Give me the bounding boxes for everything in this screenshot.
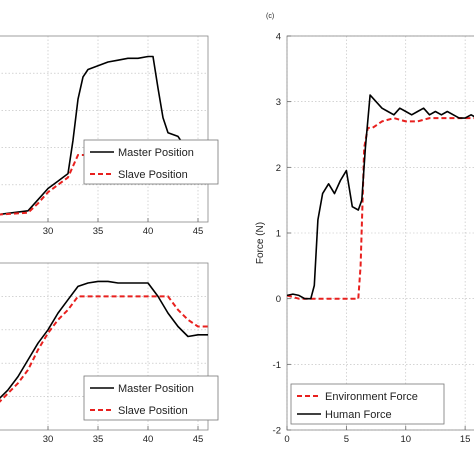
y-tick-label: 2 <box>276 163 281 174</box>
x-tick-label: 30 <box>43 226 54 237</box>
x-tick-label: 40 <box>143 434 154 445</box>
series-line-master-position <box>0 280 208 400</box>
legend: Master Position Slave Position <box>83 375 219 421</box>
plot-frame <box>0 262 209 431</box>
legend-entry: Master Position <box>118 383 194 395</box>
legend-entry: Master Position <box>118 147 194 159</box>
chart-panel-bottom-left: 30 35 40 45 Master Position Slave Position <box>0 262 219 445</box>
legend-entry: Slave Position <box>118 405 188 417</box>
y-tick-label: 1 <box>276 229 281 240</box>
y-tick-label: 3 <box>276 97 281 108</box>
y-axis-label: Force (N) <box>255 222 266 264</box>
legend-box <box>83 375 219 421</box>
x-tick-label: 15 <box>460 434 471 445</box>
x-tick-label: 10 <box>400 434 411 445</box>
series-line-master-position <box>0 55 208 216</box>
chart-panel-top-left: 30 35 40 45 Master Position Slave Position <box>0 35 219 237</box>
x-tick-label: 45 <box>193 434 204 445</box>
legend-box <box>290 383 445 425</box>
x-tick-label: 40 <box>143 226 154 237</box>
x-tick-label: 35 <box>93 434 104 445</box>
x-tick-label: 35 <box>93 226 104 237</box>
plot-frame <box>0 35 209 223</box>
y-tick-label: -2 <box>273 426 281 437</box>
y-tick-label: 0 <box>276 294 281 305</box>
series-line-human-force <box>287 94 474 300</box>
panel-label: (c) <box>266 13 274 20</box>
legend-box <box>83 139 219 185</box>
legend-entry: Slave Position <box>118 169 188 181</box>
legend: Environment Force Human Force <box>290 383 445 425</box>
x-tick-label: 5 <box>344 434 349 445</box>
series-line-slave-position <box>0 295 208 403</box>
x-tick-label: 30 <box>43 434 54 445</box>
legend: Master Position Slave Position <box>83 139 219 185</box>
legend-entry: Environment Force <box>325 391 418 403</box>
legend-entry: Human Force <box>325 409 392 421</box>
x-tick-label: 0 <box>284 434 289 445</box>
y-tick-label: -1 <box>273 360 281 371</box>
y-tick-label: 4 <box>276 32 281 43</box>
x-tick-label: 45 <box>193 226 204 237</box>
